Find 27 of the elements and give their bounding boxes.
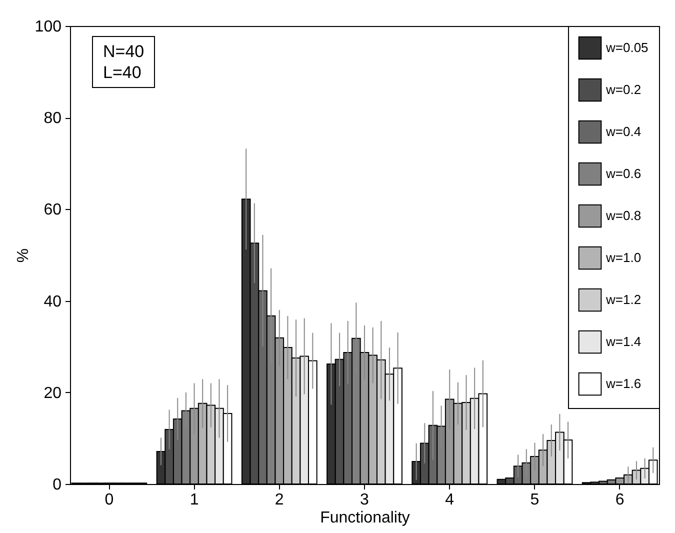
- x-tick-label: 3: [360, 492, 370, 508]
- x-tick-label: 5: [530, 492, 540, 508]
- annotation: L=40: [103, 62, 142, 83]
- legend-label: w=1.4: [605, 334, 642, 349]
- y-tick-label: 100: [34, 18, 62, 36]
- x-tick-label: 4: [445, 492, 454, 508]
- legend-label: w=0.2: [605, 82, 642, 97]
- y-tick-label: 80: [44, 110, 62, 128]
- legend-label: w=0.4: [605, 124, 642, 139]
- legend-label: w=0.6: [605, 166, 642, 181]
- legend-label: w=0.05: [605, 40, 648, 55]
- y-tick-label: 40: [44, 293, 62, 310]
- legend-label: w=1.0: [605, 250, 642, 265]
- legend-label: w=0.8: [605, 208, 642, 223]
- text-box: N=40 L=40: [92, 36, 156, 88]
- x-tick-label: 6: [615, 492, 624, 508]
- legend-label: w=1.6: [605, 376, 642, 391]
- x-tick-label: 1: [190, 492, 199, 508]
- annotation: N=40: [103, 41, 144, 62]
- legend-label: w=1.2: [605, 292, 642, 307]
- y-tick-label: 20: [44, 384, 62, 402]
- x-tick-label: 0: [104, 492, 114, 508]
- y-tick-label: 0: [52, 476, 62, 494]
- x-tick-label: 2: [274, 492, 284, 508]
- y-tick-label: 60: [44, 202, 62, 219]
- x-axis-title: Functionality: [320, 510, 410, 526]
- y-axis-title: %: [14, 248, 32, 263]
